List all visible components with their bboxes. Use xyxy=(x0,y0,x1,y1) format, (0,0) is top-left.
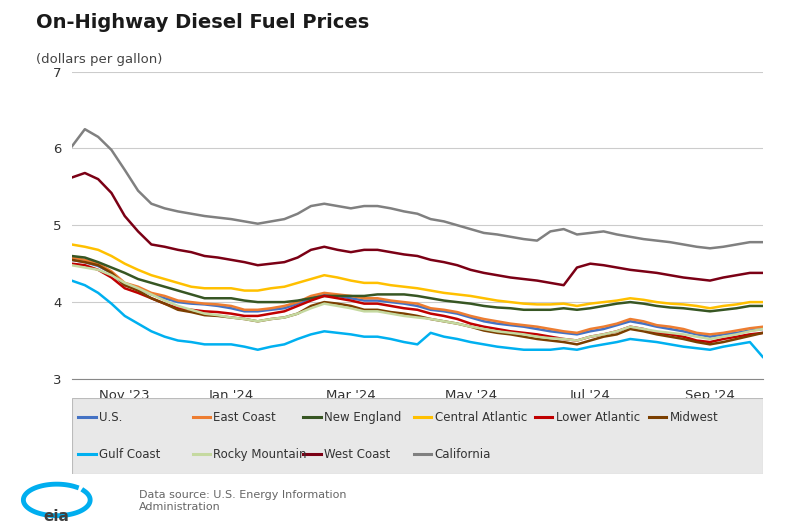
Text: eia: eia xyxy=(44,509,70,524)
Text: Central Atlantic: Central Atlantic xyxy=(435,411,527,424)
Text: (dollars per gallon): (dollars per gallon) xyxy=(36,53,162,66)
Text: California: California xyxy=(435,448,491,461)
Text: Lower Atlantic: Lower Atlantic xyxy=(556,411,640,424)
Text: West Coast: West Coast xyxy=(324,448,390,461)
Text: U.S.: U.S. xyxy=(99,411,122,424)
Text: Rocky Mountain: Rocky Mountain xyxy=(213,448,307,461)
Text: East Coast: East Coast xyxy=(213,411,276,424)
FancyBboxPatch shape xyxy=(72,398,763,474)
Text: Midwest: Midwest xyxy=(670,411,719,424)
Text: New England: New England xyxy=(324,411,401,424)
Text: On-Highway Diesel Fuel Prices: On-Highway Diesel Fuel Prices xyxy=(36,13,369,32)
Text: Data source: U.S. Energy Information
Administration: Data source: U.S. Energy Information Adm… xyxy=(139,490,347,512)
Text: Gulf Coast: Gulf Coast xyxy=(99,448,161,461)
